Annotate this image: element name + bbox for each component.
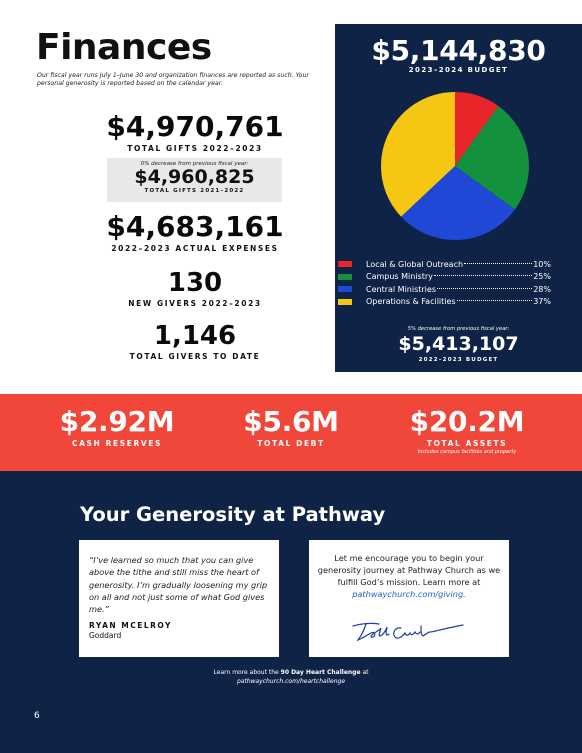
legend-label: Central Ministries	[366, 284, 436, 294]
total-assets-value: $20.2M	[409, 405, 525, 438]
legend-item: Central Ministries 28%	[338, 283, 551, 296]
previous-gifts-note: 0% decrease from previous fiscal year:	[140, 161, 249, 167]
pie-slice-3	[381, 92, 455, 217]
pie-slice-2	[401, 166, 515, 241]
new-givers-label: NEW GIVERS 2022–2023	[128, 299, 262, 308]
total-assets-stat: $20.2M TOTAL ASSETS Includes campus faci…	[382, 405, 552, 456]
previous-gifts-box: 0% decrease from previous fiscal year: $…	[107, 158, 282, 202]
legend-leader	[456, 300, 533, 302]
budget-panel: $5,144,830 2023–2024 BUDGET Local & Glob…	[335, 24, 582, 372]
budget-prev-note: 5% decrease from previous fiscal year:	[407, 326, 510, 332]
pie-slice-1	[455, 106, 530, 210]
previous-gifts-label: TOTAL GIFTS 2021–2022	[144, 187, 245, 194]
legend-leader	[464, 262, 533, 264]
legend-label: Operations & Facilities	[366, 297, 456, 307]
testimony-location: Goddard	[89, 631, 122, 641]
total-givers-label: TOTAL GIVERS TO DATE	[129, 352, 261, 361]
signature-image	[352, 622, 464, 642]
footer-text: Learn more about the	[213, 669, 279, 676]
legend-label: Local & Global Outreach	[366, 259, 464, 269]
pastor-message: Let me encourage you to begin your gener…	[317, 553, 501, 587]
expenses-label: 2022–2023 ACTUAL EXPENSES	[111, 244, 279, 253]
testimony-name: RYAN MCELROY	[89, 621, 172, 631]
financial-summary-band: $2.92M CASH RESERVES $5.6M TOTAL DEBT $2…	[0, 394, 582, 471]
testimony-card: “I’ve learned so much that you can give …	[79, 540, 279, 657]
previous-gifts-value: $4,960,825	[134, 166, 255, 188]
total-gifts-value: $4,970,761	[106, 110, 284, 143]
pie-legend: Local & Global Outreach 10% Campus Ministr…	[338, 258, 551, 308]
legend-value: 10%	[533, 259, 551, 269]
generosity-title: Your Generosity at Pathway	[80, 503, 386, 526]
heart-challenge-line: Learn more about the 90 Day Heart Challe…	[0, 668, 582, 677]
footer-after: at	[362, 669, 369, 676]
pie-slice-0	[455, 92, 499, 166]
giving-link[interactable]: pathwaychurch.com/giving.	[352, 588, 466, 599]
budget-prev-label: 2022–2023 BUDGET	[418, 357, 499, 363]
legend-swatch	[338, 261, 352, 268]
total-assets-note: Includes campus facilities and property	[417, 449, 517, 455]
total-givers-stat: 1,146 TOTAL GIVERS TO DATE	[80, 323, 310, 361]
total-debt-value: $5.6M	[243, 405, 339, 438]
legend-swatch	[338, 298, 352, 305]
expenses-value: $4,683,161	[106, 210, 284, 243]
page-number: 6	[34, 711, 40, 721]
legend-item: Operations & Facilities 37%	[338, 296, 551, 309]
legend-item: Campus Ministry 25%	[338, 271, 551, 284]
cash-reserves-value: $2.92M	[59, 405, 175, 438]
legend-value: 28%	[533, 284, 551, 294]
legend-swatch	[338, 273, 352, 280]
testimony-quote: “I’ve learned so much that you can give …	[89, 555, 268, 615]
footer-bold: 90 Day Heart Challenge	[280, 669, 361, 676]
total-debt-stat: $5.6M TOTAL DEBT	[206, 405, 376, 449]
generosity-section: Your Generosity at Pathway “I’ve learned…	[0, 471, 582, 753]
legend-item: Local & Global Outreach 10%	[338, 258, 551, 271]
legend-swatch	[338, 286, 352, 293]
budget-total: $5,144,830	[371, 34, 546, 67]
heart-challenge-link[interactable]: pathwaychurch.com/heartchallenge	[236, 678, 346, 686]
total-assets-label: TOTAL ASSETS	[426, 439, 508, 448]
total-gifts-stat: $4,970,761 TOTAL GIFTS 2022–2023	[80, 110, 310, 154]
budget-label: 2023–2024 BUDGET	[408, 66, 509, 74]
total-givers-value: 1,146	[153, 321, 237, 351]
cash-reserves-label: CASH RESERVES	[72, 439, 162, 448]
cash-reserves-stat: $2.92M CASH RESERVES	[32, 405, 202, 449]
legend-label: Campus Ministry	[366, 272, 433, 282]
total-debt-label: TOTAL DEBT	[257, 439, 325, 448]
budget-pie-chart	[381, 92, 530, 241]
legend-value: 25%	[533, 272, 551, 282]
legend-leader	[437, 287, 533, 289]
page-title: Finances	[36, 27, 212, 68]
pastor-message-card: Let me encourage you to begin your gener…	[309, 540, 509, 657]
legend-value: 37%	[533, 297, 551, 307]
budget-prev-total: $5,413,107	[398, 333, 519, 355]
expenses-stat: $4,683,161 2022–2023 ACTUAL EXPENSES	[80, 210, 310, 254]
heart-challenge-footer: Learn more about the 90 Day Heart Challe…	[0, 668, 582, 687]
legend-leader	[433, 275, 533, 277]
total-gifts-label: TOTAL GIFTS 2022–2023	[127, 144, 263, 153]
new-givers-value: 130	[167, 268, 223, 298]
new-givers-stat: 130 NEW GIVERS 2022–2023	[80, 270, 310, 308]
intro-text: Our fiscal year runs July 1–June 30 and …	[37, 72, 309, 88]
